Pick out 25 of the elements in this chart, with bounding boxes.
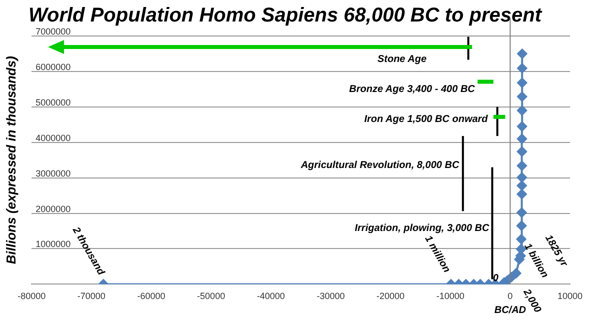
x-tick-label: -20000 bbox=[376, 291, 405, 302]
chart-title: World Population Homo Sapiens 68,000 BC to present bbox=[28, 4, 543, 27]
y-tick-label: 5000000 bbox=[36, 97, 71, 108]
x-tick-label: -50000 bbox=[197, 291, 226, 302]
x-tick-label: 0 bbox=[508, 291, 513, 302]
x-tick-label: -30000 bbox=[316, 291, 345, 302]
x-tick-label: -70000 bbox=[77, 291, 106, 302]
x-tick-label: -10000 bbox=[436, 291, 464, 302]
annotation: Iron Age 1,500 BC onward bbox=[364, 114, 489, 125]
ref-line-label: BC/AD bbox=[494, 304, 526, 316]
y-tick-label: 6000000 bbox=[36, 62, 71, 72]
x-tick-label: 10000 bbox=[557, 291, 583, 302]
annotation: Agricultural Revolution, 8,000 BC bbox=[300, 160, 460, 171]
y-tick-label: 4000000 bbox=[36, 132, 71, 143]
y-tick-label: 7000000 bbox=[36, 26, 71, 36]
x-tick-label: -60000 bbox=[137, 291, 166, 302]
annotation: Irrigation, plowing, 3,000 BC bbox=[354, 222, 490, 234]
y-tick-label: 2000000 bbox=[36, 204, 71, 214]
y-tick-label: 1000000 bbox=[36, 239, 71, 250]
annotation: Stone Age bbox=[377, 54, 427, 65]
y-axis-title: Billions (expressed in thousands) bbox=[3, 56, 18, 264]
y-tick-label: 3000000 bbox=[36, 168, 71, 178]
x-tick-label: -40000 bbox=[256, 291, 285, 302]
x-tick-label: -80000 bbox=[18, 291, 46, 302]
annotation: Bronze Age 3,400 - 400 BC bbox=[349, 84, 476, 95]
